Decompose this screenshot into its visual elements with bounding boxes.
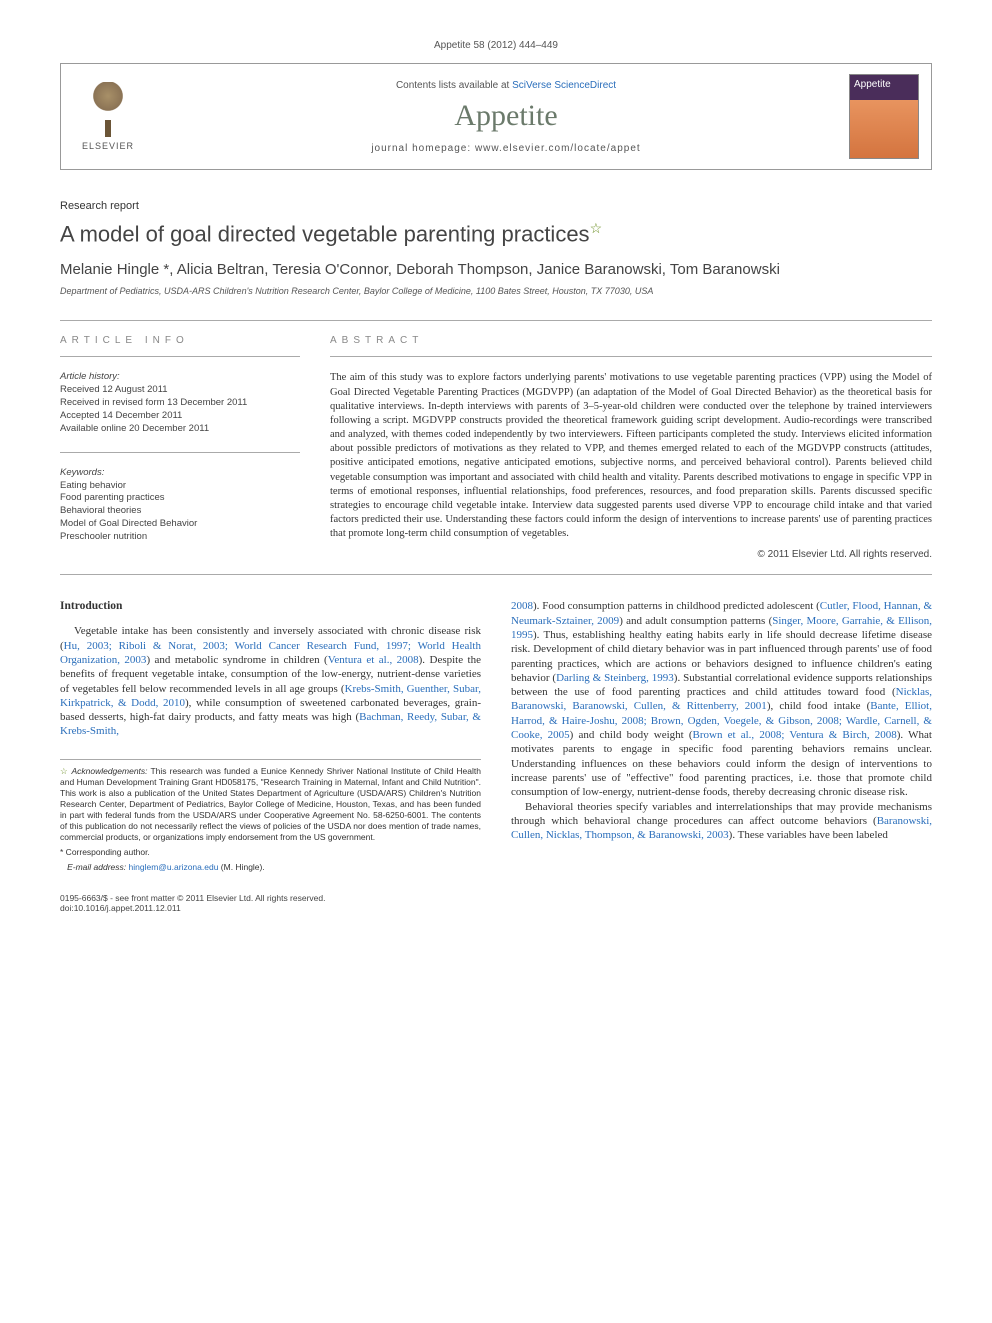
article-info-label: ARTICLE INFO bbox=[60, 335, 300, 346]
body-paragraph: Vegetable intake has been consistently a… bbox=[60, 624, 481, 738]
affiliation: Department of Pediatrics, USDA-ARS Child… bbox=[60, 286, 932, 296]
body-paragraph: 2008). Food consumption patterns in chil… bbox=[511, 599, 932, 799]
publisher-logo: ELSEVIER bbox=[73, 77, 143, 157]
history-label: Article history: bbox=[60, 371, 300, 382]
footer-frontmatter: 0195-6663/$ - see front matter © 2011 El… bbox=[60, 893, 932, 903]
history-item: Accepted 14 December 2011 bbox=[60, 410, 300, 423]
body-paragraph: Behavioral theories specify variables an… bbox=[511, 800, 932, 843]
body-text: ) and adult consumption patterns ( bbox=[619, 615, 772, 627]
body-column-right: 2008). Food consumption patterns in chil… bbox=[511, 599, 932, 877]
history-item: Received 12 August 2011 bbox=[60, 384, 300, 397]
footnote-corresponding: * Corresponding author. bbox=[60, 847, 481, 858]
email-suffix: (M. Hingle). bbox=[218, 862, 264, 872]
journal-name: Appetite bbox=[163, 99, 849, 133]
body-text: Behavioral theories specify variables an… bbox=[511, 801, 932, 827]
divider-info-2 bbox=[60, 452, 300, 453]
publisher-name: ELSEVIER bbox=[82, 141, 134, 151]
citation-link[interactable]: Darling & Steinberg, 1993 bbox=[556, 672, 674, 684]
homepage-prefix: journal homepage: bbox=[371, 143, 475, 154]
journal-masthead: ELSEVIER Contents lists available at Sci… bbox=[60, 63, 932, 170]
citation-link[interactable]: 2008 bbox=[511, 600, 533, 612]
title-text: A model of goal directed vegetable paren… bbox=[60, 221, 590, 246]
history-item: Available online 20 December 2011 bbox=[60, 423, 300, 436]
body-columns: Introduction Vegetable intake has been c… bbox=[60, 599, 932, 877]
email-link[interactable]: hinglem@u.arizona.edu bbox=[126, 862, 218, 872]
elsevier-tree-icon bbox=[83, 82, 133, 137]
keyword-item: Behavioral theories bbox=[60, 505, 300, 518]
keyword-item: Model of Goal Directed Behavior bbox=[60, 518, 300, 531]
abstract-copyright: © 2011 Elsevier Ltd. All rights reserved… bbox=[330, 549, 932, 560]
keywords-label: Keywords: bbox=[60, 467, 300, 478]
ack-text: This research was funded a Eunice Kenned… bbox=[60, 766, 481, 842]
keyword-item: Eating behavior bbox=[60, 480, 300, 493]
title-footnote-mark: ☆ bbox=[590, 220, 603, 236]
body-text: ) and metabolic syndrome in children ( bbox=[146, 654, 327, 666]
divider-abstract bbox=[330, 356, 932, 357]
footnote-email: E-mail address: hinglem@u.arizona.edu (M… bbox=[60, 862, 481, 873]
running-head: Appetite 58 (2012) 444–449 bbox=[60, 40, 932, 51]
keyword-item: Food parenting practices bbox=[60, 492, 300, 505]
article-title: A model of goal directed vegetable paren… bbox=[60, 220, 932, 247]
article-info-column: ARTICLE INFO Article history: Received 1… bbox=[60, 335, 300, 560]
intro-heading: Introduction bbox=[60, 599, 481, 614]
abstract-label: ABSTRACT bbox=[330, 335, 932, 346]
citation-link[interactable]: Ventura et al., 2008 bbox=[328, 654, 419, 666]
keyword-item: Preschooler nutrition bbox=[60, 531, 300, 544]
email-label: E-mail address: bbox=[67, 862, 126, 872]
body-column-left: Introduction Vegetable intake has been c… bbox=[60, 599, 481, 877]
footer-doi: doi:10.1016/j.appet.2011.12.011 bbox=[60, 903, 932, 913]
body-text: ), child food intake ( bbox=[767, 700, 870, 712]
homepage-url[interactable]: www.elsevier.com/locate/appet bbox=[475, 143, 641, 154]
footnote-mark-icon: ☆ bbox=[60, 766, 68, 776]
body-text: ). Food consumption patterns in childhoo… bbox=[533, 600, 820, 612]
divider-bottom bbox=[60, 574, 932, 575]
history-item: Received in revised form 13 December 201… bbox=[60, 397, 300, 410]
citation-link[interactable]: Brown et al., 2008; Ventura & Birch, 200… bbox=[693, 729, 897, 741]
keywords-block: Keywords: Eating behavior Food parenting… bbox=[60, 467, 300, 544]
contents-prefix: Contents lists available at bbox=[396, 80, 512, 91]
divider-info-1 bbox=[60, 356, 300, 357]
ack-label: Acknowledgements: bbox=[71, 766, 147, 776]
author-list: Melanie Hingle *, Alicia Beltran, Teresi… bbox=[60, 261, 932, 278]
divider-top bbox=[60, 320, 932, 321]
abstract-text: The aim of this study was to explore fac… bbox=[330, 371, 932, 541]
footnotes-block: ☆ Acknowledgements: This research was fu… bbox=[60, 759, 481, 873]
history-block: Article history: Received 12 August 2011… bbox=[60, 371, 300, 435]
info-abstract-row: ARTICLE INFO Article history: Received 1… bbox=[60, 335, 932, 560]
sciencedirect-link[interactable]: SciVerse ScienceDirect bbox=[512, 80, 616, 91]
page-footer: 0195-6663/$ - see front matter © 2011 El… bbox=[60, 893, 932, 913]
body-text: ) and child body weight ( bbox=[570, 729, 693, 741]
journal-homepage: journal homepage: www.elsevier.com/locat… bbox=[163, 143, 849, 154]
footnote-acknowledgements: ☆ Acknowledgements: This research was fu… bbox=[60, 766, 481, 843]
article-page: Appetite 58 (2012) 444–449 ELSEVIER Cont… bbox=[0, 0, 992, 953]
abstract-column: ABSTRACT The aim of this study was to ex… bbox=[330, 335, 932, 560]
journal-cover-thumb: Appetite bbox=[849, 74, 919, 159]
journal-center-block: Contents lists available at SciVerse Sci… bbox=[163, 80, 849, 154]
cover-title: Appetite bbox=[854, 79, 914, 90]
article-type: Research report bbox=[60, 200, 932, 212]
contents-line: Contents lists available at SciVerse Sci… bbox=[163, 80, 849, 91]
body-text: ). These variables have been labeled bbox=[729, 829, 888, 841]
corr-text: Corresponding author. bbox=[63, 847, 149, 857]
